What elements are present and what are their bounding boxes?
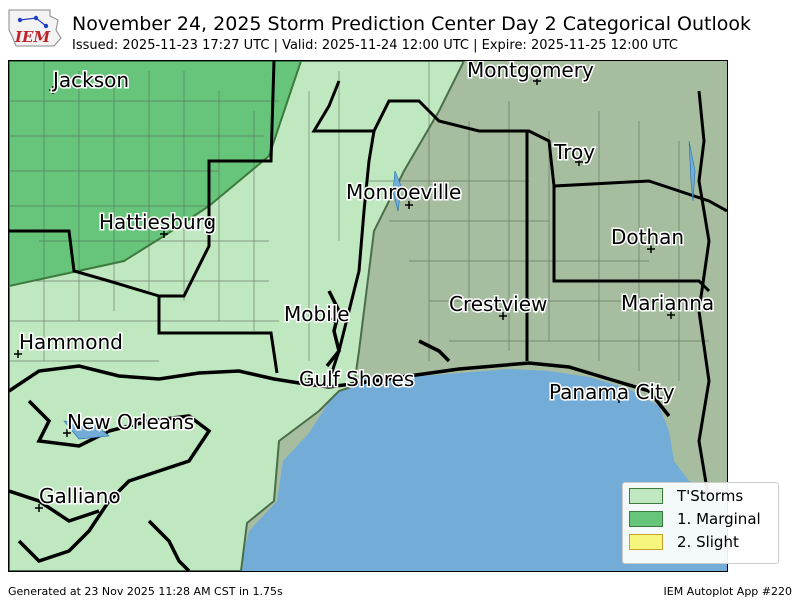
city-labels: Jackson Montgomery Troy Monroeville Hattiesb… (14, 61, 716, 512)
city-marker-montgomery (533, 77, 541, 85)
city-label-hammond: Hammond (19, 330, 123, 354)
legend-item-tstorm: T'Storms (629, 486, 743, 506)
city-marker-mobile (330, 315, 338, 323)
footer-generated: Generated at 23 Nov 2025 11:28 AM CST in… (8, 585, 283, 598)
legend-label-tstorm: T'Storms (677, 487, 744, 505)
city-marker-hattiesburg (160, 230, 168, 238)
city-marker-monroeville (405, 201, 413, 209)
legend-swatch-marginal (629, 511, 663, 527)
city-label-monroeville: Monroeville (346, 180, 461, 204)
city-marker-troy (575, 158, 583, 166)
map-subtitle: Issued: 2025-11-23 17:27 UTC | Valid: 20… (72, 38, 678, 53)
iem-logo: IEM (6, 6, 64, 48)
map-title: November 24, 2025 Storm Prediction Cente… (72, 13, 751, 35)
legend-label-slight: 2. Slight (677, 533, 739, 551)
city-label-montgomery: Montgomery (467, 61, 594, 82)
coastline (9, 290, 671, 571)
map-legend: T'Storms 1. Marginal 2. Slight (622, 482, 779, 564)
outlook-map: Jackson Montgomery Troy Monroeville Hattiesb… (8, 60, 728, 572)
city-label-crestview: Crestview (449, 292, 547, 316)
city-marker-galliano (35, 504, 43, 512)
city-label-troy: Troy (553, 140, 595, 164)
gulf-of-mexico (239, 369, 727, 571)
city-marker-panama-city (615, 395, 623, 403)
city-label-new-orleans: New Orleans (67, 410, 194, 434)
city-label-gulf-shores: Gulf Shores (299, 367, 414, 391)
city-label-dothan: Dothan (611, 225, 684, 249)
legend-swatch-tstorm (629, 488, 663, 504)
city-marker-marianna (667, 311, 675, 319)
city-label-mobile: Mobile (284, 302, 350, 326)
legend-label-marginal: 1. Marginal (677, 510, 761, 528)
city-label-panama-city: Panama City (549, 380, 675, 404)
inland-water (63, 140, 696, 440)
city-label-galliano: Galliano (39, 484, 121, 508)
city-marker-hammond (14, 350, 22, 358)
footer-app-id: IEM Autoplot App #220 (663, 585, 793, 598)
city-marker-crestview (499, 312, 507, 320)
city-label-marianna: Marianna (621, 291, 714, 315)
logo-text: IEM (14, 28, 50, 46)
city-marker-gulf-shores (305, 375, 313, 383)
county-lines (9, 61, 709, 381)
legend-item-marginal: 1. Marginal (629, 509, 761, 529)
city-label-jackson: Jackson (51, 68, 129, 92)
legend-item-slight: 2. Slight (629, 532, 739, 552)
city-marker-jackson (49, 86, 57, 94)
legend-swatch-slight (629, 534, 663, 550)
city-marker-dothan (647, 245, 655, 253)
city-label-hattiesburg: Hattiesburg (99, 210, 216, 234)
state-borders (9, 61, 727, 502)
city-marker-new-orleans (63, 429, 71, 437)
